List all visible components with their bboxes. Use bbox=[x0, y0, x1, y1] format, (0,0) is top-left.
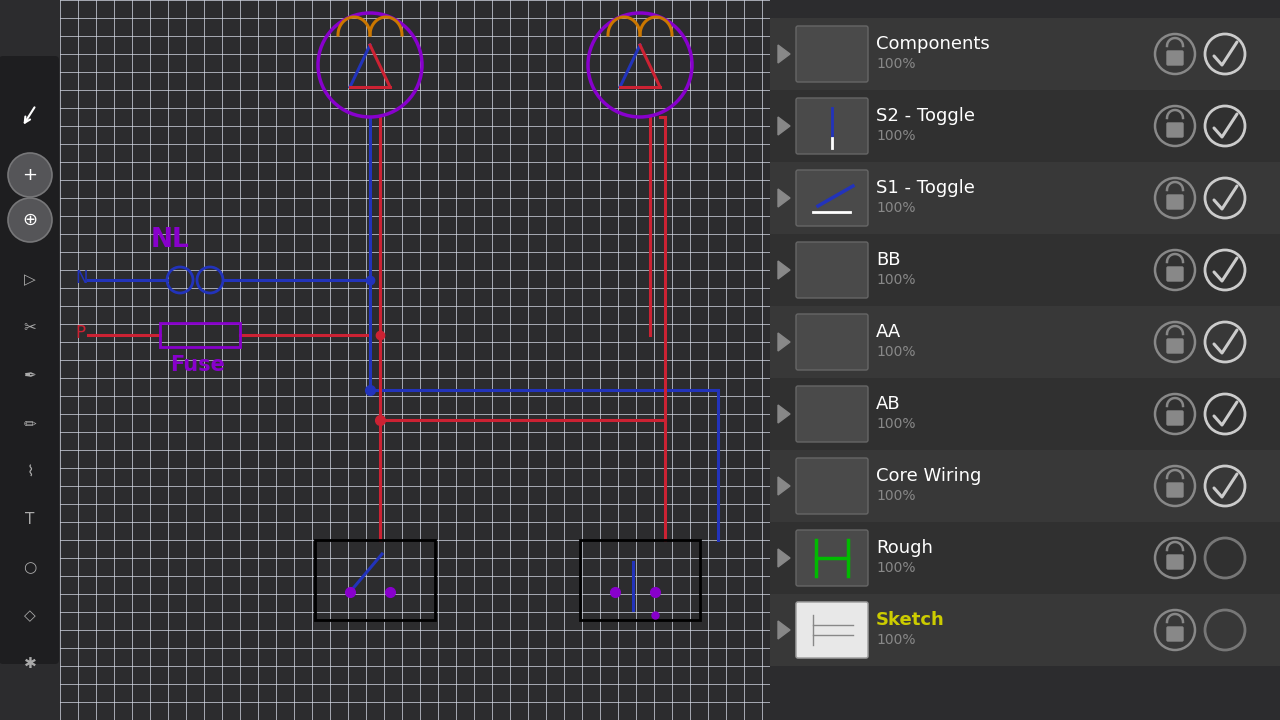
FancyBboxPatch shape bbox=[796, 530, 868, 586]
FancyBboxPatch shape bbox=[796, 602, 868, 658]
Text: Core Wiring: Core Wiring bbox=[876, 467, 982, 485]
Text: 100%: 100% bbox=[876, 201, 915, 215]
FancyBboxPatch shape bbox=[796, 98, 868, 154]
Text: AB: AB bbox=[876, 395, 901, 413]
Text: N: N bbox=[76, 269, 87, 287]
Text: Components: Components bbox=[876, 35, 989, 53]
FancyBboxPatch shape bbox=[1167, 411, 1183, 425]
FancyBboxPatch shape bbox=[796, 602, 868, 658]
Text: 100%: 100% bbox=[876, 633, 915, 647]
Text: BB: BB bbox=[876, 251, 901, 269]
Text: Fuse: Fuse bbox=[170, 355, 225, 375]
Text: P: P bbox=[76, 324, 86, 342]
FancyBboxPatch shape bbox=[771, 378, 1280, 450]
Text: S1 - Toggle: S1 - Toggle bbox=[876, 179, 975, 197]
FancyBboxPatch shape bbox=[1167, 123, 1183, 137]
Text: 100%: 100% bbox=[876, 489, 915, 503]
Polygon shape bbox=[778, 261, 790, 279]
FancyBboxPatch shape bbox=[1167, 483, 1183, 497]
Polygon shape bbox=[778, 333, 790, 351]
Text: 100%: 100% bbox=[876, 273, 915, 287]
Text: Sketch: Sketch bbox=[876, 611, 945, 629]
FancyBboxPatch shape bbox=[771, 162, 1280, 234]
FancyBboxPatch shape bbox=[1167, 51, 1183, 65]
FancyBboxPatch shape bbox=[796, 26, 868, 82]
FancyBboxPatch shape bbox=[771, 306, 1280, 378]
Text: ✒: ✒ bbox=[23, 369, 36, 384]
FancyBboxPatch shape bbox=[771, 234, 1280, 306]
FancyBboxPatch shape bbox=[1167, 195, 1183, 209]
FancyBboxPatch shape bbox=[1167, 627, 1183, 641]
FancyBboxPatch shape bbox=[771, 18, 1280, 90]
Text: +: + bbox=[23, 166, 37, 184]
Text: ▷: ▷ bbox=[24, 272, 36, 287]
Text: ✂: ✂ bbox=[23, 320, 36, 336]
Text: ⌇: ⌇ bbox=[27, 464, 33, 480]
Text: S2 - Toggle: S2 - Toggle bbox=[876, 107, 975, 125]
FancyBboxPatch shape bbox=[796, 386, 868, 442]
Text: T: T bbox=[26, 513, 35, 528]
Text: 100%: 100% bbox=[876, 129, 915, 143]
FancyBboxPatch shape bbox=[796, 314, 868, 370]
FancyBboxPatch shape bbox=[1167, 267, 1183, 281]
FancyBboxPatch shape bbox=[796, 170, 868, 226]
Polygon shape bbox=[778, 621, 790, 639]
FancyBboxPatch shape bbox=[771, 450, 1280, 522]
FancyBboxPatch shape bbox=[1167, 555, 1183, 569]
Polygon shape bbox=[778, 117, 790, 135]
Text: ○: ○ bbox=[23, 560, 37, 575]
FancyBboxPatch shape bbox=[771, 522, 1280, 594]
Text: NL: NL bbox=[151, 227, 189, 253]
Text: 100%: 100% bbox=[876, 561, 915, 575]
Circle shape bbox=[8, 153, 52, 197]
Circle shape bbox=[8, 198, 52, 242]
Text: ✏: ✏ bbox=[23, 416, 36, 431]
Polygon shape bbox=[778, 477, 790, 495]
Polygon shape bbox=[778, 405, 790, 423]
Polygon shape bbox=[778, 189, 790, 207]
Text: 100%: 100% bbox=[876, 57, 915, 71]
Text: 100%: 100% bbox=[876, 417, 915, 431]
FancyBboxPatch shape bbox=[771, 594, 1280, 666]
FancyBboxPatch shape bbox=[771, 90, 1280, 162]
Text: AA: AA bbox=[876, 323, 901, 341]
FancyBboxPatch shape bbox=[796, 458, 868, 514]
Text: ✱: ✱ bbox=[23, 657, 36, 672]
Polygon shape bbox=[778, 45, 790, 63]
Polygon shape bbox=[778, 549, 790, 567]
FancyBboxPatch shape bbox=[1167, 339, 1183, 353]
Text: ⊕: ⊕ bbox=[23, 211, 37, 229]
Text: 100%: 100% bbox=[876, 345, 915, 359]
Text: Rough: Rough bbox=[876, 539, 933, 557]
FancyBboxPatch shape bbox=[796, 242, 868, 298]
FancyBboxPatch shape bbox=[0, 56, 59, 664]
Text: ◇: ◇ bbox=[24, 608, 36, 624]
